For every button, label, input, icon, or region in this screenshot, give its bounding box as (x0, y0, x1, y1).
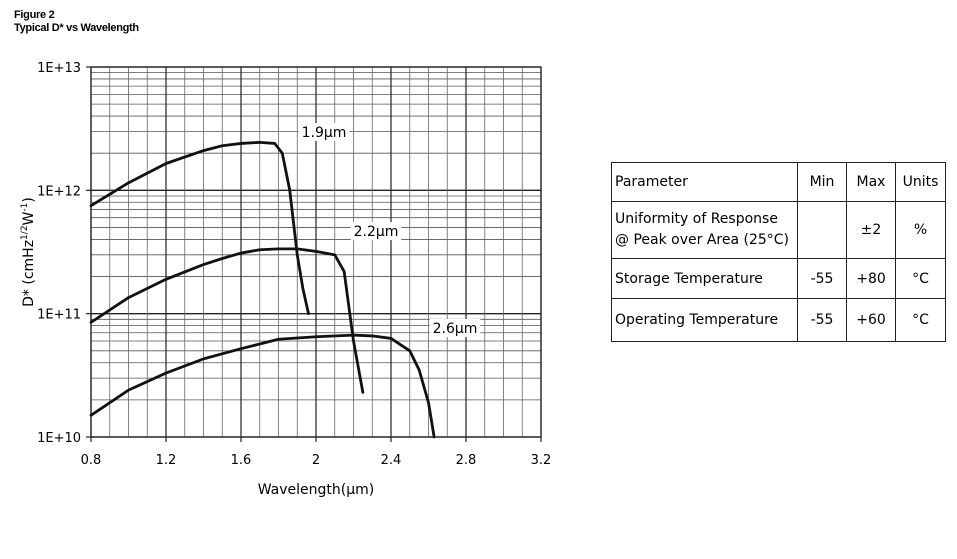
series-line-1 (89, 140, 310, 316)
series-line-3 (89, 333, 436, 439)
y-tick-label: 1E+12 (37, 184, 81, 199)
max-cell: +80 (846, 258, 896, 299)
min-cell (797, 201, 847, 259)
series-line-2 (89, 247, 365, 394)
units-cell: °C (895, 298, 946, 342)
units-cell: % (895, 201, 946, 259)
figure-subtitle: Typical D* vs Wavelength (14, 22, 139, 34)
min-cell: -55 (797, 258, 847, 299)
dstar-chart: 0.8 1.2 1.6 2 2.4 2.8 3.2 1E+10 1E+11 1E+12 1E+13… (20, 61, 552, 498)
units-cell: °C (895, 258, 946, 299)
param-line: Uniformity of Response (615, 211, 778, 227)
y-tick-label: 1E+10 (37, 431, 81, 446)
y-tick-label: 1E+13 (37, 61, 81, 76)
param-cell: Storage Temperature (611, 258, 798, 299)
x-tick-label: 2.4 (381, 453, 402, 468)
y-label-end: ) (21, 197, 37, 202)
x-axis-ticks: 0.8 1.2 1.6 2 2.4 2.8 3.2 (81, 437, 552, 468)
chart-curves (89, 140, 436, 439)
series-labels: 1.9μm 2.2μm 2.6μm (298, 123, 481, 337)
y-tick-label: 1E+11 (37, 308, 81, 323)
x-tick-label: 2.8 (456, 453, 477, 468)
x-tick-label: 2 (312, 453, 320, 468)
series-label-bg (298, 123, 350, 141)
y-label-mid: W (21, 211, 37, 225)
y-label-sup1: 1/2 (20, 225, 30, 239)
series-label-bg (429, 319, 481, 337)
header-units: Units (895, 162, 946, 202)
max-cell: +60 (846, 298, 896, 342)
y-label-sup2: -1 (20, 203, 30, 212)
x-axis-label: Wavelength(μm) (258, 482, 375, 498)
header-max: Max (846, 162, 896, 202)
max-cell: ±2 (846, 201, 896, 259)
table-row: Storage Temperature -55 +80 °C (611, 258, 946, 299)
x-tick-label: 3.2 (531, 453, 552, 468)
spec-table: Parameter Min Max Units Uniformity of Re… (611, 162, 946, 342)
y-axis-label: D* (cmHz1/2W-1) (20, 197, 37, 307)
header-parameter: Parameter (611, 162, 798, 202)
y-axis-ticks: 1E+10 1E+11 1E+12 1E+13 (37, 61, 91, 446)
x-tick-label: 1.6 (231, 453, 252, 468)
param-cell: Uniformity of Response @ Peak over Area … (611, 201, 798, 259)
param-cell: Operating Temperature (611, 298, 798, 342)
table-header-row: Parameter Min Max Units (611, 162, 946, 202)
y-label-base: D* (cmHz (21, 240, 37, 307)
param-line: @ Peak over Area (25°C) (615, 232, 789, 248)
table-row: Uniformity of Response @ Peak over Area … (611, 201, 946, 259)
series-label: 1.9μm (302, 125, 347, 141)
figure-label: Figure 2 (14, 9, 55, 21)
table-row: Operating Temperature -55 +60 °C (611, 298, 946, 342)
header-min: Min (797, 162, 847, 202)
x-tick-label: 1.2 (156, 453, 177, 468)
x-tick-label: 0.8 (81, 453, 102, 468)
min-cell: -55 (797, 298, 847, 342)
series-label: 2.2μm (354, 224, 399, 240)
series-label: 2.6μm (433, 321, 478, 337)
series-label-bg (350, 222, 402, 240)
